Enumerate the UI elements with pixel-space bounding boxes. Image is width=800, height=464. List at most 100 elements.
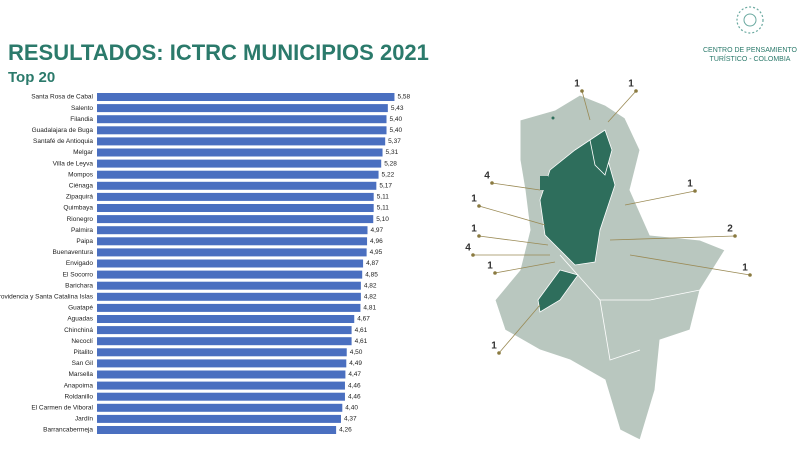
region-highlight — [540, 176, 548, 190]
category-label: Barichara — [65, 282, 93, 289]
leader-dot — [493, 271, 497, 275]
category-label: Anapoima — [64, 382, 94, 389]
category-label: Salento — [71, 105, 93, 112]
category-label: Filandia — [70, 116, 93, 123]
category-label: Quimbaya — [63, 205, 93, 212]
category-label: El Socorro — [63, 271, 94, 278]
category-label: Jardín — [75, 416, 93, 423]
bar — [97, 315, 355, 323]
category-label: Chinchiná — [64, 327, 93, 334]
bar — [97, 137, 386, 146]
map-annotation: 1 — [687, 179, 693, 190]
category-label: Rionegro — [67, 216, 94, 223]
region-highlight — [537, 269, 579, 313]
leader-dot — [477, 204, 481, 208]
category-label: Roldanillo — [64, 393, 93, 400]
category-label: El Carmen de Viboral — [31, 405, 93, 412]
category-label: Paipa — [76, 238, 93, 245]
bar — [97, 226, 368, 235]
value-label: 4,46 — [348, 393, 361, 400]
leader-dot — [477, 234, 481, 238]
leader-dot — [580, 89, 584, 93]
leader-line — [478, 205, 546, 226]
map-annotation: 4 — [465, 243, 471, 254]
leader-dot — [733, 234, 737, 238]
category-label: Aguadas — [67, 316, 93, 323]
bar — [97, 392, 345, 401]
bar — [97, 270, 363, 279]
logo-icon — [743, 13, 757, 27]
category-label: Ciénaga — [69, 183, 94, 190]
value-label: 4,40 — [345, 405, 358, 412]
map-annotation: 1 — [471, 224, 477, 235]
map-annotation: 1 — [742, 263, 748, 274]
bar — [97, 93, 395, 101]
bar — [97, 370, 346, 379]
leader-line — [491, 182, 541, 191]
logo-text: TURÍSTICO - COLOMBIA — [710, 54, 791, 63]
value-label: 5,17 — [379, 183, 392, 190]
value-label: 4,87 — [366, 260, 379, 267]
category-label: Santafé de Antioquia — [33, 138, 93, 145]
value-label: 4,97 — [371, 227, 384, 234]
value-label: 4,96 — [370, 238, 383, 245]
bar — [97, 426, 337, 434]
leader-dot — [748, 273, 752, 277]
bar — [97, 326, 352, 335]
category-label: Villa de Leyva — [53, 160, 94, 167]
category-label: Pitalito — [73, 349, 93, 356]
map-annotation: 1 — [487, 261, 493, 272]
value-label: 5,37 — [388, 138, 401, 145]
category-label: Necoclí — [71, 338, 93, 345]
map-annotation: 4 — [484, 171, 490, 182]
bar — [97, 248, 367, 257]
value-label: 5,43 — [391, 105, 404, 112]
value-label: 5,28 — [384, 160, 397, 167]
bar — [97, 192, 374, 201]
border — [599, 299, 641, 361]
category-label: Palmira — [71, 227, 93, 234]
value-label: 5,40 — [390, 116, 403, 123]
leader-line — [629, 254, 751, 276]
value-label: 4,81 — [363, 305, 376, 312]
category-label: Guadalajara de Buga — [32, 127, 94, 134]
leader-dot — [693, 189, 697, 193]
category-label: Guatapé — [68, 305, 93, 312]
bar — [97, 237, 368, 246]
map-annotation: 1 — [471, 194, 477, 205]
leader-dot — [471, 253, 475, 257]
leader-line — [494, 261, 556, 274]
category-label: Mompos — [68, 171, 94, 178]
value-label: 5,40 — [390, 127, 403, 134]
value-label: 4,82 — [364, 282, 377, 289]
logo: CENTRO DE PENSAMIENTO TURÍSTICO - COLOMB… — [703, 6, 798, 63]
value-label: 4,47 — [348, 371, 361, 378]
bar — [97, 414, 341, 423]
leader-dot — [497, 351, 501, 355]
leader-dot — [490, 181, 494, 185]
bar — [97, 381, 345, 390]
category-label: Barrancabermeja — [43, 427, 93, 434]
logo-icon — [736, 6, 764, 34]
value-label: 5,58 — [397, 94, 410, 101]
leader-line — [624, 190, 696, 206]
bar — [97, 104, 388, 113]
map-annotation: 1 — [574, 79, 580, 90]
map-annotation: 1 — [491, 341, 497, 352]
category-label: San Gil — [72, 360, 94, 367]
chart-title: RESULTADOS: ICTRC MUNICIPIOS 2021 — [8, 40, 429, 65]
bar — [97, 126, 387, 135]
value-label: 4,85 — [365, 271, 378, 278]
bar — [97, 159, 382, 168]
category-label: Melgar — [73, 149, 94, 156]
category-label: Marsella — [68, 371, 93, 378]
value-label: 4,61 — [355, 327, 368, 334]
bar — [97, 348, 347, 357]
category-label: Santa Rosa de Cabal — [31, 94, 93, 101]
value-label: 5,11 — [377, 194, 390, 201]
bar — [97, 303, 361, 312]
bar — [97, 281, 361, 290]
bar — [97, 148, 383, 157]
category-label: Buenaventura — [53, 249, 94, 256]
